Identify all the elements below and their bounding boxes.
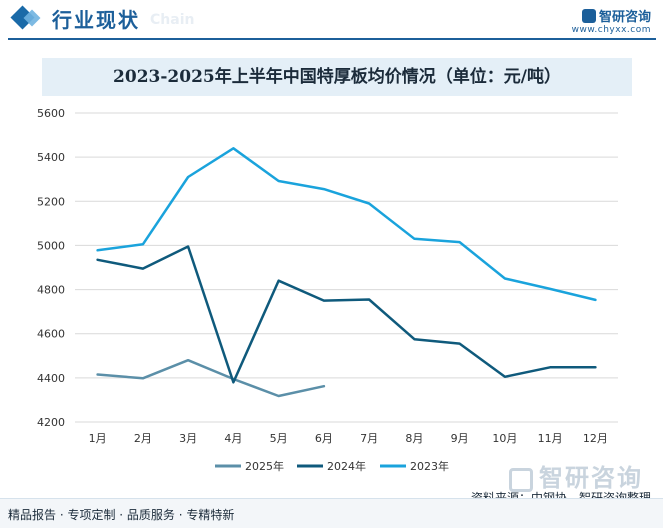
watermark-text: 智研咨询 (539, 464, 643, 492)
chart-title-band (42, 58, 632, 96)
x-tick-label: 1月 (89, 432, 107, 445)
y-tick-label: 5600 (37, 107, 65, 120)
footer-slogan: 精品报告 · 专项定制 · 品质服务 · 专精特新 (8, 508, 235, 522)
x-tick-label: 8月 (405, 432, 423, 445)
x-tick-label: 2月 (134, 432, 152, 445)
x-tick-label: 9月 (451, 432, 469, 445)
x-tick-label: 5月 (270, 432, 288, 445)
footer-bar: 精品报告 · 专项定制 · 品质服务 · 专精特新 (0, 498, 663, 528)
x-tick-label: 11月 (538, 432, 563, 445)
watermark: 智研咨询 (509, 458, 643, 493)
legend-label: 2025年 (245, 459, 284, 473)
header-divider (8, 38, 656, 40)
y-tick-label: 5200 (37, 195, 65, 208)
chart-title: 2023-2025年上半年中国特厚板均价情况（单位：元/吨） (113, 67, 561, 87)
brand-name: 智研咨询 (598, 10, 651, 25)
watermark-logo-icon (509, 468, 533, 492)
legend-label: 2024年 (327, 459, 366, 473)
x-tick-label: 10月 (492, 432, 517, 445)
y-tick-label: 5400 (37, 151, 65, 164)
legend-label: 2023年 (410, 459, 449, 473)
y-tick-label: 4200 (37, 416, 65, 429)
y-tick-label: 4600 (37, 328, 65, 341)
series-line-2024年 (96, 245, 597, 384)
brand-logo-icon (581, 9, 596, 23)
y-tick-label: 4400 (37, 372, 65, 385)
series-line-2025年 (96, 358, 326, 398)
x-tick-label: 3月 (179, 432, 197, 445)
section-header: 行业现状 Chain 智研咨询 www.chyxx.com (0, 0, 663, 42)
brand: 智研咨询 www.chyxx.com (572, 6, 651, 35)
y-tick-label: 5000 (37, 239, 65, 252)
section-subtitle: Chain (150, 12, 195, 28)
x-tick-label: 4月 (224, 432, 242, 445)
y-tick-label: 4800 (37, 284, 65, 297)
section-title: 行业现状 (52, 8, 140, 32)
brand-url: www.chyxx.com (571, 25, 651, 35)
x-tick-label: 7月 (360, 432, 378, 445)
x-tick-label: 12月 (583, 432, 608, 445)
series-line-2023年 (96, 147, 597, 302)
x-tick-label: 6月 (315, 432, 333, 445)
